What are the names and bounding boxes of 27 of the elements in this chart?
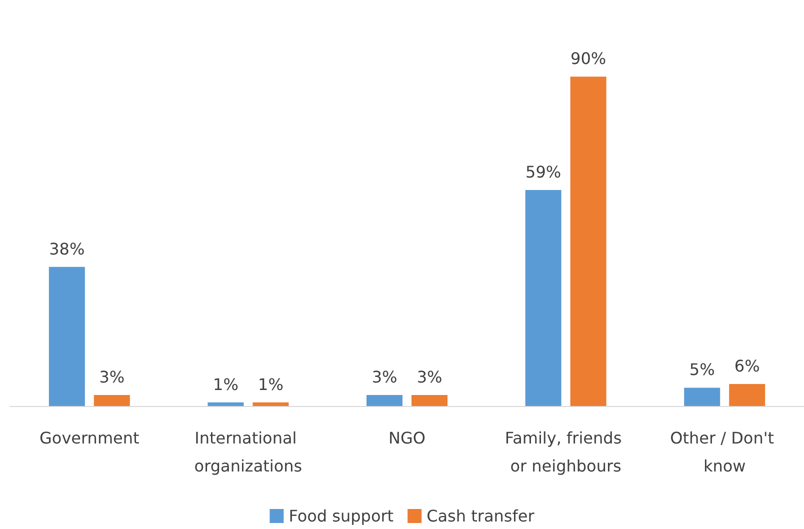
data-label: 59%: [526, 162, 562, 182]
bar: [252, 402, 289, 406]
x-tick-label: Other / Don't know: [670, 428, 780, 476]
data-label: 38%: [49, 239, 85, 258]
data-label: 1%: [258, 374, 284, 394]
data-label: 3%: [416, 368, 442, 387]
x-tick-label: International organizations: [194, 428, 302, 476]
data-label: 1%: [213, 374, 238, 394]
bar: [525, 190, 562, 406]
x-tick-label: NGO: [388, 428, 426, 448]
data-label: 6%: [734, 356, 760, 376]
bar: [684, 388, 720, 406]
bar: [48, 266, 85, 406]
legend-label: Food support: [288, 506, 394, 526]
legend-label: Cash transfer: [426, 506, 535, 526]
data-label: 90%: [570, 49, 606, 68]
bar: [94, 395, 130, 406]
data-label: 3%: [99, 368, 125, 387]
x-tick-label: Government: [40, 428, 140, 448]
x-tick-label: Family, friends or neighbours: [504, 428, 627, 476]
bar: [570, 76, 606, 406]
bar: [366, 395, 402, 406]
bar: [208, 402, 244, 406]
data-label: 3%: [372, 368, 398, 387]
data-label: 5%: [689, 360, 715, 380]
bar: [729, 384, 766, 406]
bar: [412, 395, 448, 406]
